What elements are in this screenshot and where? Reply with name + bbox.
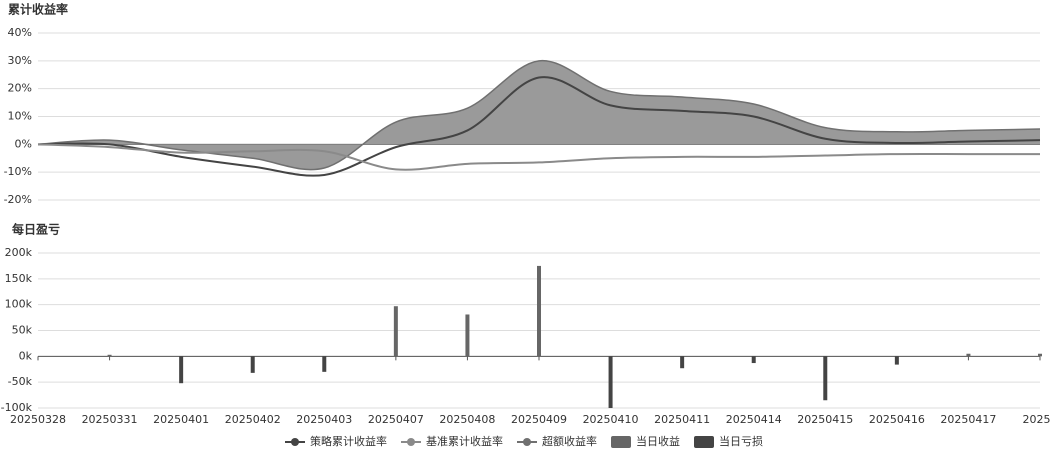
bar [680, 356, 685, 369]
x-tick-label: 20250 [1023, 413, 1051, 426]
x-tick-label: 20250328 [10, 413, 66, 426]
x-tick-label: 20250417 [940, 413, 996, 426]
legend-swatch [407, 438, 415, 446]
y-tick-label: 40% [8, 26, 32, 39]
x-tick-label: 20250331 [82, 413, 138, 426]
x-tick-label: 20250407 [368, 413, 424, 426]
bar [751, 356, 756, 364]
chart-title: 每日盈亏 [12, 222, 60, 237]
legend-swatch [611, 436, 631, 448]
bar [393, 306, 398, 357]
x-tick-label: 20250401 [153, 413, 209, 426]
x-tick-label: 20250414 [726, 413, 782, 426]
x-tick-label: 20250403 [296, 413, 352, 426]
x-tick-label: 20250402 [225, 413, 281, 426]
y-tick-label: -20% [4, 193, 32, 206]
y-tick-label: -50k [8, 375, 33, 388]
legend-label: 当日亏损 [719, 434, 763, 448]
legend-swatch [523, 438, 531, 446]
area [38, 60, 1040, 170]
y-tick-label: 30% [8, 54, 32, 67]
x-tick-label: 20250416 [869, 413, 925, 426]
y-tick-label: 10% [8, 110, 32, 123]
bar [322, 356, 327, 372]
bar [465, 314, 470, 357]
x-tick-label: 20250409 [511, 413, 567, 426]
line [37, 143, 1040, 171]
bar [823, 356, 828, 401]
legend-swatch [694, 436, 714, 448]
x-tick-label: 20250408 [439, 413, 495, 426]
bar [179, 356, 184, 384]
y-tick-label: -10% [4, 165, 32, 178]
x-tick-label: 20250410 [583, 413, 639, 426]
line [37, 76, 1041, 177]
legend-swatch [291, 438, 299, 446]
x-tick-label: 20250411 [654, 413, 710, 426]
y-tick-label: 50k [12, 324, 33, 337]
legend-label: 超额收益率 [542, 434, 597, 448]
y-tick-label: 0k [19, 349, 33, 362]
y-tick-label: 100k [5, 298, 33, 311]
legend-label: 当日收益 [636, 434, 680, 448]
bar [608, 356, 613, 408]
x-tick-label: 20250415 [797, 413, 853, 426]
y-tick-label: -100k [1, 401, 33, 414]
bar [537, 265, 541, 357]
y-tick-label: 150k [5, 272, 33, 285]
y-tick-label: 20% [8, 82, 32, 95]
bar [250, 356, 255, 373]
y-tick-label: 200k [5, 246, 33, 259]
chart-title: 累计收益率 [8, 2, 68, 17]
bar [894, 356, 899, 365]
y-tick-label: 0% [15, 137, 32, 150]
bar [966, 353, 971, 357]
legend-label: 策略累计收益率 [310, 434, 387, 448]
bar [1038, 353, 1042, 357]
legend-label: 基准累计收益率 [426, 434, 503, 448]
bar [107, 354, 112, 357]
